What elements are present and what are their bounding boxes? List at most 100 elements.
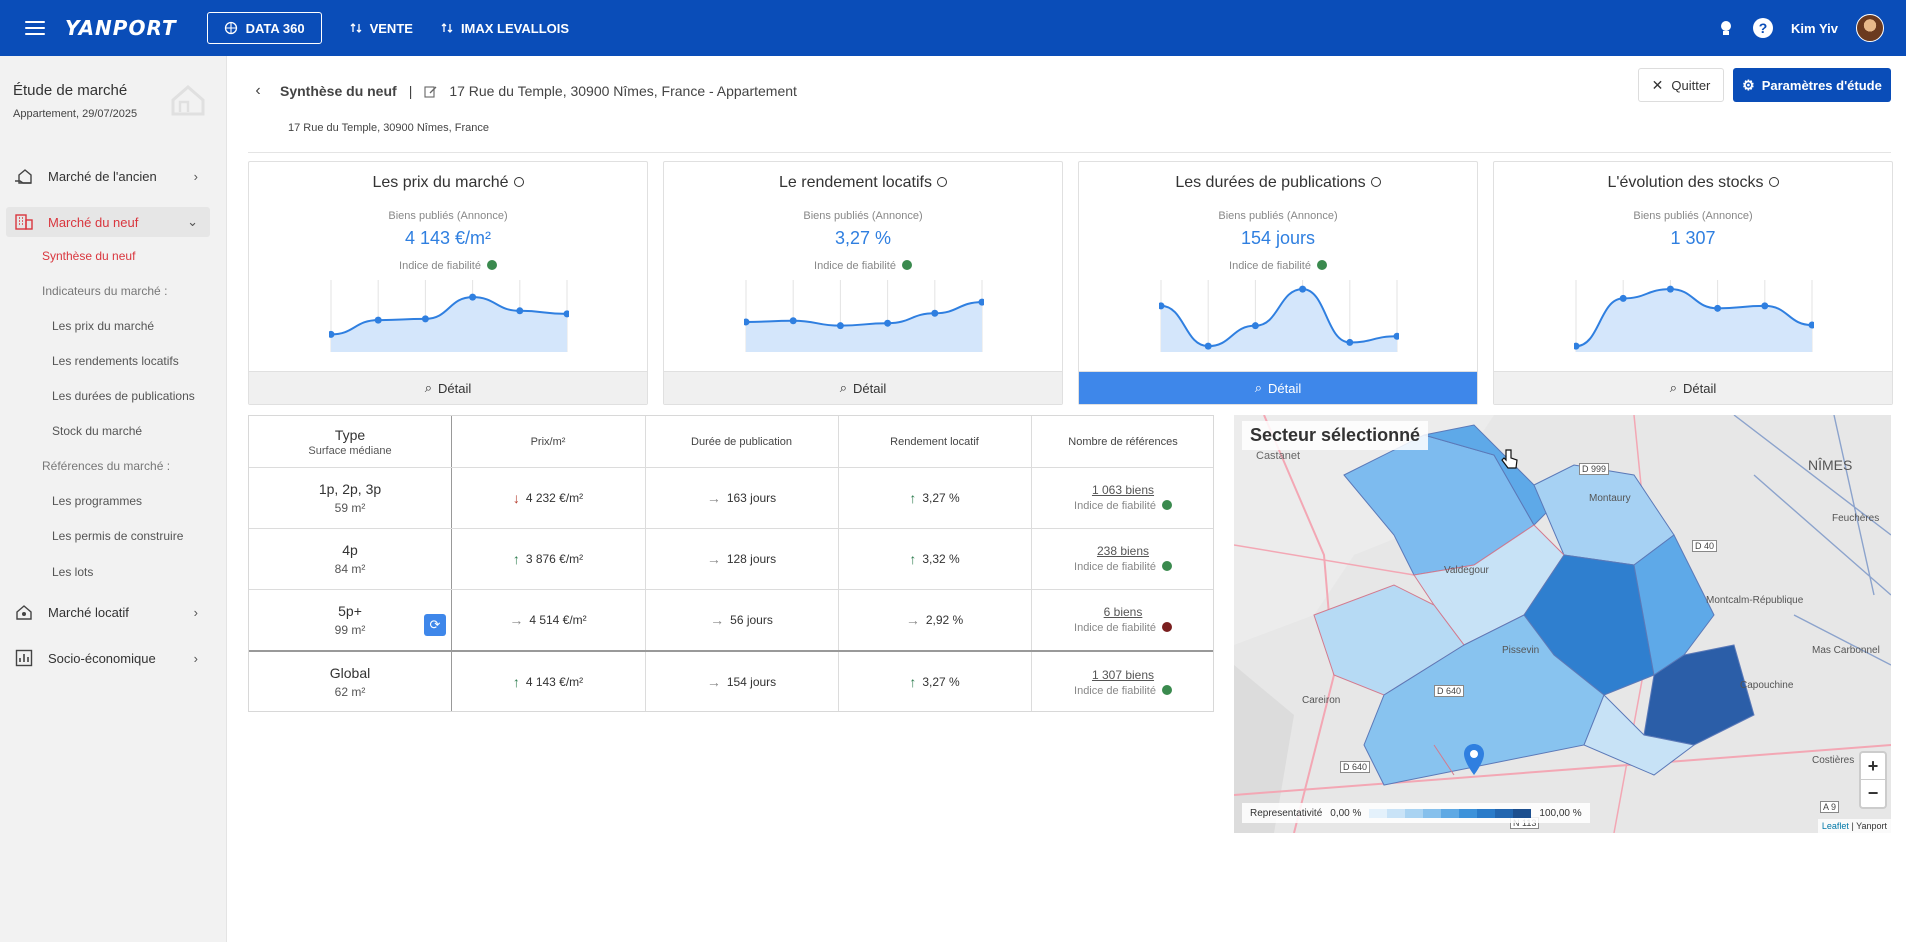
edit-icon[interactable]	[424, 85, 437, 98]
detail-button[interactable]: ⌕ Détail	[664, 371, 1062, 404]
references-link[interactable]: 6 biens	[1103, 605, 1143, 619]
detail-button[interactable]: ⌕ Détail	[1079, 371, 1477, 404]
legend-swatch	[1405, 808, 1424, 818]
spark-line	[1575, 288, 1813, 348]
breadcrumb: ‹ Synthèse du neuf | 17 Rue du Temple, 3…	[248, 76, 797, 106]
legend-swatch	[1459, 808, 1478, 818]
header-nombre: Nombre de références	[1068, 435, 1178, 448]
legend-swatch	[1513, 808, 1532, 818]
info-icon[interactable]	[1768, 176, 1779, 187]
spark-point	[1159, 302, 1165, 310]
road-label: D 999	[1579, 463, 1610, 475]
sidebar-item-locatif[interactable]: Marché locatif ›	[6, 597, 210, 627]
duree-value: → 163 jours	[706, 489, 777, 506]
sidebar-sub-permis[interactable]: Les permis de construire	[52, 529, 184, 543]
reliability-label: Indice de fiabilité	[1074, 685, 1172, 697]
zoom-in-button[interactable]: +	[1861, 753, 1885, 780]
info-icon[interactable]	[936, 176, 947, 187]
spark-line	[745, 301, 983, 327]
imax-label: IMAX LEVALLOIS	[460, 20, 570, 36]
spark-point	[978, 298, 984, 306]
info-icon[interactable]	[513, 176, 524, 187]
location-pin-icon[interactable]	[1462, 743, 1486, 777]
person-house-icon	[13, 602, 35, 622]
rendement-value: ↑ 3,27 %	[909, 674, 960, 690]
sector-map[interactable]: Secteur sélectionné Castanet NÎMES Monta…	[1234, 415, 1891, 833]
vente-link[interactable]: VENTE	[350, 21, 413, 36]
sidebar-item-ancien[interactable]: Marché de l'ancien ›	[6, 161, 210, 191]
map-label: NÎMES	[1808, 457, 1853, 473]
legend-max: 100,00 %	[1539, 807, 1582, 819]
leaflet-link[interactable]: Leaflet	[1821, 821, 1849, 831]
study-address: 17 Rue du Temple, 30900 Nîmes, France - …	[449, 83, 797, 99]
sidebar-sub-prix[interactable]: Les prix du marché	[52, 319, 155, 333]
lightbulb-icon[interactable]	[1717, 19, 1735, 37]
data360-button[interactable]: DATA 360	[206, 12, 322, 44]
detail-button[interactable]: ⌕ Détail	[249, 371, 647, 404]
network-icon	[224, 21, 237, 35]
trend-arrow-icon: →	[706, 550, 721, 567]
spark-point	[931, 309, 939, 317]
menu-icon[interactable]	[25, 21, 45, 35]
spark-point	[1299, 285, 1307, 293]
avatar[interactable]	[1856, 14, 1884, 42]
refresh-icon[interactable]: ⟳	[424, 614, 446, 636]
map-label: Castanet	[1256, 450, 1301, 462]
app-logo[interactable]: YANPORT	[65, 16, 177, 40]
zoom-out-button[interactable]: −	[1867, 783, 1879, 803]
reliability-dot	[486, 260, 497, 271]
trend-arrow-icon: ↑	[909, 674, 917, 690]
sidebar-item-neuf[interactable]: Marché du neuf ⌄	[6, 207, 210, 237]
reliability-dot	[1161, 684, 1172, 695]
type-cell: 1p, 2p, 3p 59 m²	[249, 467, 451, 528]
type-label: 5p+	[338, 602, 362, 619]
spark-area	[746, 302, 982, 352]
references-link[interactable]: 1 307 biens	[1091, 667, 1155, 682]
duree-cell: → 163 jours	[645, 467, 838, 528]
sidebar: Étude de marché Appartement, 29/07/2025 …	[0, 56, 227, 942]
detail-button[interactable]: ⌕ Détail	[1494, 371, 1892, 404]
references-link[interactable]: 238 biens	[1096, 544, 1150, 558]
address-subtitle: 17 Rue du Temple, 30900 Nîmes, France	[288, 122, 489, 134]
trend-arrow-icon: ↑	[909, 489, 917, 506]
sidebar-sub-rendements[interactable]: Les rendements locatifs	[52, 354, 179, 368]
sidebar-sub-stock[interactable]: Stock du marché	[52, 424, 143, 438]
sidebar-sub-lots[interactable]: Les lots	[52, 565, 94, 579]
duree-cell: → 154 jours	[645, 651, 838, 713]
map-attribution: Leaflet | Yanport	[1817, 819, 1891, 833]
info-icon[interactable]	[1370, 176, 1381, 187]
card-published-label: Biens publiés (Annonce)	[1218, 210, 1338, 222]
legend-min: 0,00 %	[1330, 807, 1362, 819]
sidebar-sub-durees[interactable]: Les durées de publications	[52, 389, 195, 403]
user-name[interactable]: Kim Yiv	[1791, 20, 1838, 36]
map-label: Mas Carbonnel	[1812, 645, 1880, 656]
map-canvas[interactable]	[1234, 415, 1891, 833]
sidebar-item-label: Marché locatif	[48, 604, 129, 620]
gear-icon: ⚙	[1742, 76, 1755, 93]
sidebar-sub-synthese[interactable]: Synthèse du neuf	[42, 249, 136, 263]
trend-arrow-icon: →	[710, 611, 725, 628]
trend-arrow-icon: →	[706, 489, 721, 506]
vente-label: VENTE	[369, 20, 413, 36]
rendement-value: → 2,92 %	[905, 611, 964, 628]
map-label: Costières	[1812, 755, 1855, 766]
study-settings-button[interactable]: ⚙ Paramètres d'étude	[1733, 68, 1891, 102]
spark-point	[789, 317, 797, 325]
map-label: Montaury	[1589, 493, 1631, 504]
rendement-value: ↑ 3,32 %	[909, 550, 960, 567]
reliability-dot	[1161, 500, 1172, 511]
references-link[interactable]: 1 063 biens	[1091, 483, 1155, 497]
sparkline-chart	[1574, 280, 1814, 352]
help-icon[interactable]: ?	[1753, 18, 1774, 38]
page-title: Synthèse du neuf	[280, 83, 397, 99]
sidebar-sub-programmes[interactable]: Les programmes	[52, 494, 143, 508]
duree-cell: → 128 jours	[645, 528, 838, 589]
sidebar-item-socio[interactable]: Socio-économique ›	[6, 643, 210, 673]
quit-button[interactable]: ✕ Quitter	[1638, 68, 1724, 102]
sidebar-item-label: Socio-économique	[48, 650, 156, 666]
header-rendement: Rendement locatif	[890, 435, 979, 448]
back-arrow-icon[interactable]: ‹	[255, 82, 261, 99]
imax-link[interactable]: IMAX LEVALLOIS	[441, 21, 569, 36]
yanport-attribution: Yanport	[1856, 821, 1887, 831]
trend-arrow-icon: ↑	[909, 550, 917, 567]
